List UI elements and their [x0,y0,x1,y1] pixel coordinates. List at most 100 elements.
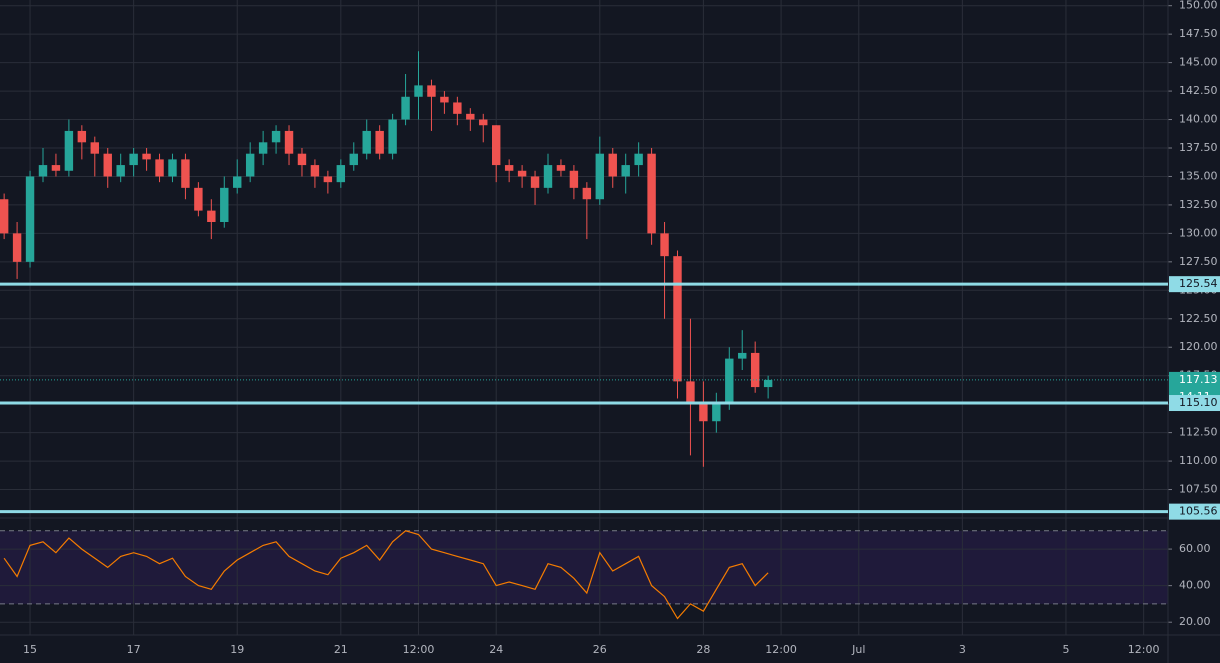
x-tick-label: 19 [230,643,244,656]
candle-body [194,187,203,211]
candle-body [712,404,721,422]
candle-body [284,130,294,154]
candle-body [77,130,87,143]
candle-body [168,159,177,177]
candle-body [582,187,592,200]
level-label: 125.54 [1179,277,1218,290]
candle-body [349,153,358,166]
x-tick-label: 26 [593,643,607,656]
candle-body [142,153,151,160]
candle-body [336,165,346,183]
last-price-label: 117.13 [1179,373,1218,386]
level-box [1169,503,1220,520]
y-tick-label: 127.50 [1179,255,1218,268]
candle-body [220,187,229,222]
level-box [1169,395,1220,412]
y-tick-label: 140.00 [1179,113,1218,126]
candle-body [0,199,9,234]
x-tick-label: 12:00 [403,643,435,656]
y-tick-label: 150.00 [1179,0,1218,12]
candle-body [103,153,112,177]
x-tick-label: 17 [127,643,141,656]
x-tick-label: 12:00 [1128,643,1160,656]
candle-body [129,153,138,166]
candle-body [504,165,514,171]
candle-body [427,85,436,97]
candle-body [181,159,190,188]
candle-body [647,153,656,234]
candle-body [750,352,760,388]
y-tick-label: 110.00 [1179,454,1218,467]
candle-body [90,142,99,154]
y-tick-label: 122.50 [1179,312,1218,325]
candle-body [608,153,617,177]
candle-body [660,233,669,257]
level-label: 105.56 [1179,505,1218,518]
y-tick-label: 40.00 [1179,579,1211,592]
candle-body [323,176,333,183]
y-tick-label: 137.50 [1179,141,1218,154]
candle-body [479,119,488,126]
level-box [1169,276,1220,293]
candle-body [271,130,281,143]
candle-body [207,210,216,222]
candle-body [595,153,605,200]
candle-body [517,170,527,177]
candle-body [12,233,22,262]
y-tick-label: 142.50 [1179,84,1218,97]
y-tick-label: 130.00 [1179,226,1218,239]
candle-body [738,352,747,359]
x-tick-label: 21 [334,643,348,656]
candle-body [634,153,643,166]
candle-body [245,153,255,177]
candle-body [414,85,423,97]
candle-body [51,165,61,171]
candle-body [375,130,384,154]
candle-body [491,125,501,166]
candle-body [699,404,708,422]
y-tick-label: 107.50 [1179,483,1218,496]
candle-body [466,113,475,120]
x-tick-label: 28 [696,643,710,656]
candle-body [401,96,410,120]
candle-body [116,165,125,177]
y-tick-label: 60.00 [1179,542,1211,555]
y-tick-label: 112.50 [1179,426,1218,439]
level-label: 115.10 [1179,396,1218,409]
candle-body [155,159,164,177]
rsi-band [0,530,1168,604]
candle-body [686,381,695,405]
x-tick-label: 5 [1062,643,1069,656]
candle-body [543,165,553,188]
candle-body [64,130,74,171]
candle-body [25,176,35,262]
candle-body [569,170,579,188]
candle-body [673,256,682,382]
candle-body [621,165,630,177]
candle-body [310,165,320,177]
candle-body [453,102,462,114]
candle-body [763,379,773,388]
x-tick-label: 12:00 [765,643,797,656]
candle-body [440,96,449,103]
candle-body [556,165,566,171]
x-tick-label: Jul [851,643,865,656]
rsi-line [3,530,769,620]
y-tick-label: 132.50 [1179,198,1218,211]
y-tick-label: 135.00 [1179,169,1218,182]
x-tick-label: 24 [489,643,503,656]
y-tick-label: 145.00 [1179,56,1218,69]
candle-body [388,119,397,154]
y-tick-label: 20.00 [1179,615,1211,628]
candle-body [258,142,268,154]
y-tick-label: 120.00 [1179,340,1218,353]
candle-body [362,130,371,154]
candle-body [297,153,307,166]
x-tick-label: 15 [23,643,37,656]
y-tick-label: 147.50 [1179,27,1218,40]
candle-body [530,176,540,188]
x-tick-label: 3 [959,643,966,656]
candle-body [38,165,48,177]
candle-body [725,358,734,405]
